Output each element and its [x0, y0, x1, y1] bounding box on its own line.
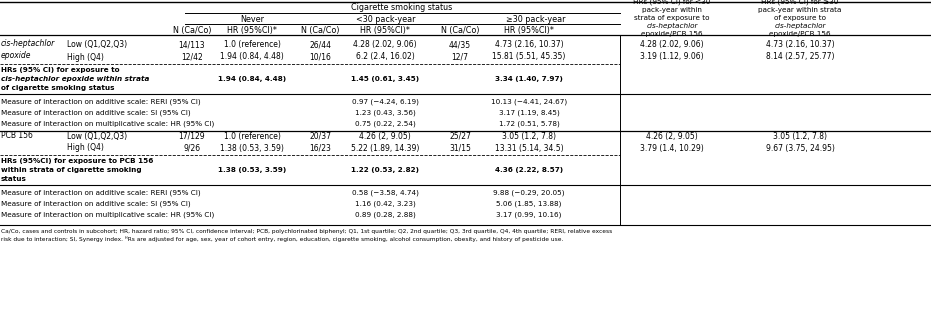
Text: 1.0 (reference): 1.0 (reference) [223, 41, 280, 49]
Text: 4.73 (2.16, 10.37): 4.73 (2.16, 10.37) [494, 41, 563, 49]
Text: HR (95%CI)*: HR (95%CI)* [504, 26, 554, 35]
Text: HRs (95% CI) for <30: HRs (95% CI) for <30 [633, 0, 710, 5]
Text: <30 pack-year: <30 pack-year [357, 14, 416, 24]
Text: 0.58 (−3.58, 4.74): 0.58 (−3.58, 4.74) [352, 190, 418, 196]
Text: 16/23: 16/23 [309, 144, 331, 152]
Text: 9/26: 9/26 [183, 144, 200, 152]
Text: 3.17 (0.99, 10.16): 3.17 (0.99, 10.16) [496, 212, 561, 218]
Text: 13.31 (5.14, 34.5): 13.31 (5.14, 34.5) [494, 144, 563, 152]
Text: pack-year within: pack-year within [642, 7, 702, 13]
Text: 1.38 (0.53, 3.59): 1.38 (0.53, 3.59) [218, 167, 286, 173]
Text: of cigarette smoking status: of cigarette smoking status [1, 85, 115, 91]
Text: status: status [1, 176, 27, 182]
Text: 14/113: 14/113 [179, 41, 206, 49]
Text: HR (95%CI)*: HR (95%CI)* [227, 26, 277, 35]
Text: cis-heptachlor: cis-heptachlor [646, 23, 697, 29]
Text: cis-heptachlor epoxide within strata: cis-heptachlor epoxide within strata [1, 76, 149, 82]
Text: 1.72 (0.51, 5.78): 1.72 (0.51, 5.78) [499, 121, 560, 127]
Text: 5.06 (1.85, 13.88): 5.06 (1.85, 13.88) [496, 201, 561, 207]
Text: Never: Never [240, 14, 264, 24]
Text: 1.22 (0.53, 2.82): 1.22 (0.53, 2.82) [351, 167, 419, 173]
Text: Measure of interaction on additive scale: RERI (95% CI): Measure of interaction on additive scale… [1, 190, 200, 196]
Text: 4.28 (2.02, 9.06): 4.28 (2.02, 9.06) [353, 41, 417, 49]
Text: 15.81 (5.51, 45.35): 15.81 (5.51, 45.35) [492, 53, 566, 61]
Text: 3.17 (1.19, 8.45): 3.17 (1.19, 8.45) [499, 110, 560, 116]
Text: 10/16: 10/16 [309, 53, 331, 61]
Text: 12/7: 12/7 [452, 53, 468, 61]
Text: 10.13 (−4.41, 24.67): 10.13 (−4.41, 24.67) [491, 99, 567, 105]
Text: 4.26 (2, 9.05): 4.26 (2, 9.05) [359, 131, 411, 140]
Text: 3.05 (1.2, 7.8): 3.05 (1.2, 7.8) [502, 131, 556, 140]
Text: Measure of interaction on additive scale: SI (95% CI): Measure of interaction on additive scale… [1, 201, 191, 207]
Text: epoxide/PCB 156: epoxide/PCB 156 [769, 31, 830, 37]
Text: 3.34 (1.40, 7.97): 3.34 (1.40, 7.97) [495, 76, 563, 82]
Text: Measure of interaction on additive scale: RERI (95% CI): Measure of interaction on additive scale… [1, 99, 200, 105]
Text: epoxide/PCB 156: epoxide/PCB 156 [641, 31, 703, 37]
Text: 1.38 (0.53, 3.59): 1.38 (0.53, 3.59) [220, 144, 284, 152]
Text: 5.22 (1.89, 14.39): 5.22 (1.89, 14.39) [351, 144, 419, 152]
Text: 1.16 (0.42, 3.23): 1.16 (0.42, 3.23) [355, 201, 415, 207]
Text: 1.94 (0.84, 4.48): 1.94 (0.84, 4.48) [220, 53, 284, 61]
Text: 8.14 (2.57, 25.77): 8.14 (2.57, 25.77) [766, 53, 834, 61]
Text: 9.67 (3.75, 24.95): 9.67 (3.75, 24.95) [765, 144, 834, 152]
Text: 9.88 (−0.29, 20.05): 9.88 (−0.29, 20.05) [493, 190, 565, 196]
Text: 6.2 (2.4, 16.02): 6.2 (2.4, 16.02) [356, 53, 414, 61]
Text: 1.0 (reference): 1.0 (reference) [223, 131, 280, 140]
Text: N (Ca/Co): N (Ca/Co) [440, 26, 479, 35]
Text: Ca/Co, cases and controls in subcohort; HR, hazard ratio; 95% CI, confidence int: Ca/Co, cases and controls in subcohort; … [1, 228, 613, 233]
Text: 3.19 (1.12, 9.06): 3.19 (1.12, 9.06) [641, 53, 704, 61]
Text: risk due to interaction; SI, Synergy index. ᴴRs are adjusted for age, sex, year : risk due to interaction; SI, Synergy ind… [1, 236, 563, 242]
Text: within strata of cigarette smoking: within strata of cigarette smoking [1, 167, 142, 173]
Text: HRs (95% CI) for exposure to: HRs (95% CI) for exposure to [1, 67, 119, 73]
Text: strata of exposure to: strata of exposure to [634, 15, 709, 21]
Text: 0.75 (0.22, 2.54): 0.75 (0.22, 2.54) [355, 121, 415, 127]
Text: 44/35: 44/35 [449, 41, 471, 49]
Text: 26/44: 26/44 [309, 41, 331, 49]
Text: 4.26 (2, 9.05): 4.26 (2, 9.05) [646, 131, 698, 140]
Text: 4.36 (2.22, 8.57): 4.36 (2.22, 8.57) [495, 167, 563, 173]
Text: 4.28 (2.02, 9.06): 4.28 (2.02, 9.06) [641, 41, 704, 49]
Text: HRs (95%CI) for exposure to PCB 156: HRs (95%CI) for exposure to PCB 156 [1, 158, 154, 164]
Text: PCB 156: PCB 156 [1, 130, 33, 140]
Text: 31/15: 31/15 [449, 144, 471, 152]
Text: Low (Q1,Q2,Q3): Low (Q1,Q2,Q3) [67, 131, 128, 140]
Text: 17/129: 17/129 [179, 131, 206, 140]
Text: of exposure to: of exposure to [774, 15, 826, 21]
Text: N (Ca/Co): N (Ca/Co) [301, 26, 339, 35]
Text: Measure of interaction on multiplicative scale: HR (95% CI): Measure of interaction on multiplicative… [1, 121, 214, 127]
Text: 0.97 (−4.24, 6.19): 0.97 (−4.24, 6.19) [352, 99, 418, 105]
Text: pack-year within strata: pack-year within strata [759, 7, 842, 13]
Text: 1.45 (0.61, 3.45): 1.45 (0.61, 3.45) [351, 76, 419, 82]
Text: HR (95%CI)*: HR (95%CI)* [360, 26, 410, 35]
Text: 4.73 (2.16, 10.37): 4.73 (2.16, 10.37) [765, 41, 834, 49]
Text: Cigarette smoking status: Cigarette smoking status [351, 3, 452, 13]
Text: N (Ca/Co): N (Ca/Co) [173, 26, 211, 35]
Text: 3.05 (1.2, 7.8): 3.05 (1.2, 7.8) [773, 131, 827, 140]
Text: High (Q4): High (Q4) [67, 53, 104, 61]
Text: 1.23 (0.43, 3.56): 1.23 (0.43, 3.56) [355, 110, 415, 116]
Text: 20/37: 20/37 [309, 131, 331, 140]
Text: Low (Q1,Q2,Q3): Low (Q1,Q2,Q3) [67, 41, 128, 49]
Text: 1.94 (0.84, 4.48): 1.94 (0.84, 4.48) [218, 76, 286, 82]
Text: epoxide: epoxide [1, 50, 32, 60]
Text: cis-heptachlor: cis-heptachlor [1, 38, 55, 48]
Text: cis-heptachlor: cis-heptachlor [775, 23, 826, 29]
Text: ≥30 pack-year: ≥30 pack-year [506, 14, 566, 24]
Text: Measure of interaction on additive scale: SI (95% CI): Measure of interaction on additive scale… [1, 110, 191, 116]
Text: 25/27: 25/27 [449, 131, 471, 140]
Text: High (Q4): High (Q4) [67, 144, 104, 152]
Text: 0.89 (0.28, 2.88): 0.89 (0.28, 2.88) [355, 212, 415, 218]
Text: HRs (95% CI) for ≥30: HRs (95% CI) for ≥30 [762, 0, 839, 5]
Text: 12/42: 12/42 [182, 53, 203, 61]
Text: 3.79 (1.4, 10.29): 3.79 (1.4, 10.29) [641, 144, 704, 152]
Text: Measure of interaction on multiplicative scale: HR (95% CI): Measure of interaction on multiplicative… [1, 212, 214, 218]
